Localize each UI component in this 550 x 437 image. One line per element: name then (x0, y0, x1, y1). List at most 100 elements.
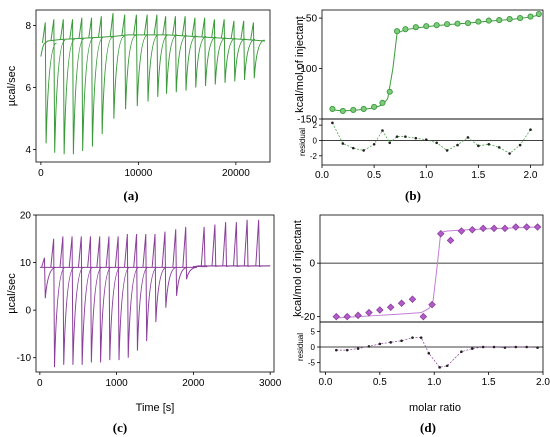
data-point (379, 99, 386, 106)
x-tick-label: 2.0 (536, 377, 550, 388)
x-tick-label: 1.5 (482, 377, 496, 388)
residual-point (351, 146, 355, 150)
injection-peak (211, 19, 226, 85)
injection-peak (121, 14, 137, 110)
residual-point (395, 135, 399, 138)
injection-peak (162, 16, 178, 94)
residual-point (536, 346, 539, 349)
data-point (354, 311, 362, 320)
panel-b: -50 -100 -150 kcal/mol of injectant 2 0 -2 0.0 0… (294, 9, 544, 181)
x-tick-label: 2000 (182, 378, 205, 389)
x-tick-label: 2.0 (524, 170, 538, 181)
plot-frame (35, 9, 271, 163)
data-point (527, 13, 534, 20)
injection-peak (172, 229, 188, 296)
data-point (412, 24, 419, 31)
injection-peak (211, 224, 227, 267)
residual-point (427, 351, 431, 355)
data-point (444, 21, 451, 28)
residual-point (481, 345, 485, 349)
residual-y-tick-label: -5 (308, 359, 316, 368)
injection-peak (151, 233, 167, 323)
residual-y-tick-label: 5 (311, 327, 316, 336)
injection-peak (250, 22, 265, 79)
x-tick-label: 1000 (105, 378, 128, 389)
injection-peak (78, 17, 94, 152)
x-axis-label-c: Time [s] (136, 402, 175, 414)
residual-line (336, 337, 538, 368)
data-point (464, 20, 471, 27)
data-point (468, 225, 477, 234)
residual-point (372, 143, 376, 146)
injection-peak (230, 20, 246, 82)
residual-point (378, 342, 382, 346)
y-tick-label: 4 (25, 145, 31, 156)
residual-point (460, 350, 463, 353)
data-point (436, 229, 445, 238)
panel-label-d: (d) (420, 420, 436, 435)
x-tick-label: 1.5 (471, 170, 485, 181)
data-point (501, 224, 509, 233)
data-point (386, 88, 393, 95)
injection-peak (88, 17, 104, 147)
injection-peak (255, 219, 271, 267)
data-point (433, 22, 440, 29)
residual-point (438, 366, 441, 369)
residual-line (332, 122, 531, 154)
panel-label-b: (b) (405, 188, 421, 203)
data-point (419, 312, 428, 321)
data-point (360, 105, 367, 112)
x-tick-label: 0.5 (367, 170, 381, 181)
data-point (365, 308, 373, 317)
residual-point (411, 336, 414, 339)
data-point (397, 299, 406, 308)
x-tick-label: 10000 (124, 168, 152, 179)
injection-peak (200, 226, 216, 267)
injection-peak (172, 16, 187, 93)
residual-point (518, 143, 522, 147)
x-tick-label: 0.0 (315, 170, 329, 181)
data-point (394, 28, 401, 35)
data-point (428, 300, 436, 309)
x-tick-label: 0 (38, 168, 44, 179)
residual-y-tick-label: 2 (313, 121, 318, 130)
residual-point (388, 141, 392, 145)
fit-curve (336, 226, 538, 319)
residual-point (362, 149, 365, 152)
data-point (343, 312, 351, 321)
injection-peak (98, 16, 113, 135)
data-point (350, 106, 357, 113)
residual-axis-label: residual (298, 128, 307, 156)
data-point (386, 303, 395, 312)
injection-peak (182, 226, 198, 280)
data-point (522, 223, 531, 231)
residual-point (335, 348, 338, 352)
y-axis-label: kcal/mol of injectant (294, 16, 306, 113)
data-point (423, 23, 430, 30)
data-point (376, 306, 384, 314)
residual-point (492, 345, 496, 349)
x-tick-label: 1.0 (419, 170, 433, 181)
y-tick-label: 6 (25, 83, 31, 94)
injection-peak (161, 231, 177, 308)
x-tick-label: 0.5 (373, 377, 387, 388)
injection-peak (201, 17, 217, 87)
residual-point (367, 345, 371, 348)
y-tick-label: -20 (301, 312, 316, 323)
residual-point (419, 336, 423, 339)
residual-y-tick-label: 0 (313, 136, 318, 145)
plot-frame (35, 214, 275, 373)
data-point (490, 224, 498, 233)
residual-point (414, 136, 418, 140)
residual-point (470, 347, 474, 350)
injection-peak (191, 17, 207, 88)
residual-point (508, 152, 511, 155)
x-tick-label: 1.0 (427, 377, 441, 388)
residual-point (525, 345, 528, 349)
y-axis-label: kcal/mol of injectant (292, 220, 304, 317)
y-tick-label: 20 (20, 211, 32, 222)
residual-y-tick-label: -2 (310, 152, 318, 161)
residual-point (477, 144, 480, 148)
residual-axis-label: residual (296, 333, 305, 361)
y-axis-label: µcal/sec (6, 273, 18, 314)
